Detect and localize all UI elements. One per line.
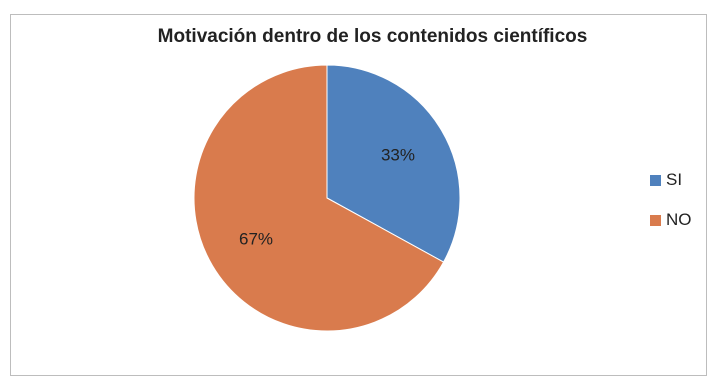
legend-item-no: NO: [650, 210, 692, 230]
chart-title: Motivación dentro de los contenidos cien…: [157, 26, 588, 47]
pie-slice-si: [326, 64, 461, 263]
data-label-no: 67%: [239, 229, 273, 248]
chart-legend: SI NO: [650, 170, 692, 250]
legend-label-si: SI: [666, 170, 683, 189]
pie-slice-no: [193, 64, 445, 332]
legend-swatch-si: [650, 174, 661, 186]
data-label-si: 33%: [381, 146, 415, 165]
legend-item-si: SI: [650, 170, 692, 190]
legend-swatch-no: [650, 214, 661, 226]
legend-label-no: NO: [666, 210, 692, 229]
